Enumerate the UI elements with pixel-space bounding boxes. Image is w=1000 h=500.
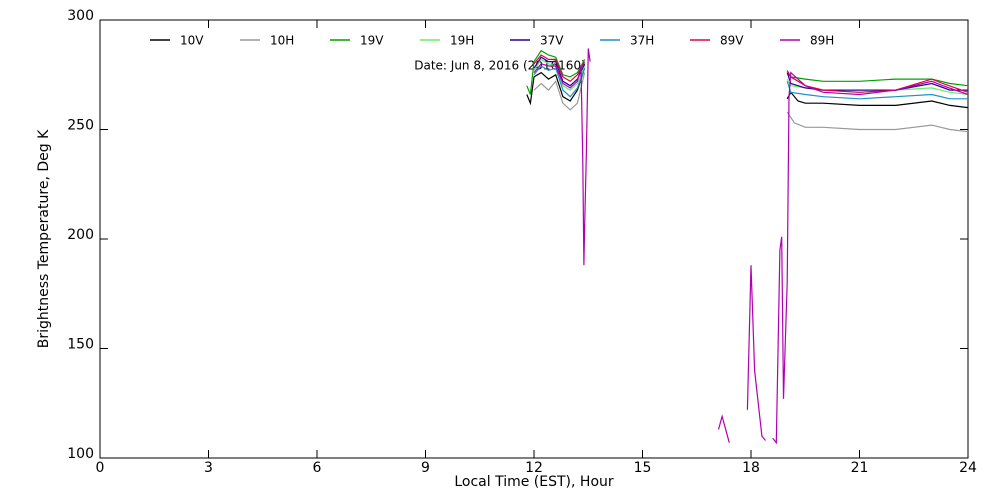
x-tick-label: 12 bbox=[525, 460, 543, 476]
series-line bbox=[526, 68, 969, 109]
x-tick-label: 24 bbox=[959, 460, 977, 476]
x-tick-label: 21 bbox=[851, 460, 869, 476]
series-line bbox=[533, 65, 968, 100]
legend-label: 37H bbox=[630, 34, 654, 48]
legend-label: 19H bbox=[450, 34, 474, 48]
plot-frame bbox=[99, 19, 969, 459]
series-line bbox=[533, 56, 968, 91]
series-line bbox=[533, 72, 969, 133]
x-tick-label: 9 bbox=[421, 460, 430, 476]
annotation: Date: Jun 8, 2016 (2016160) bbox=[414, 59, 586, 73]
x-tick-label: 6 bbox=[313, 460, 322, 476]
legend-label: 37V bbox=[540, 34, 564, 48]
x-tick-label: 15 bbox=[634, 460, 652, 476]
legend-label: 89V bbox=[720, 34, 744, 48]
y-tick-label: 200 bbox=[67, 227, 94, 243]
x-tick-label: 0 bbox=[96, 460, 105, 476]
y-tick-label: 150 bbox=[67, 337, 94, 353]
x-axis-label: Local Time (EST), Hour bbox=[454, 474, 614, 490]
legend-label: 10V bbox=[180, 34, 204, 48]
x-tick-label: 3 bbox=[204, 460, 213, 476]
series-line bbox=[533, 54, 969, 93]
y-tick-label: 250 bbox=[67, 118, 94, 134]
y-tick-label: 100 bbox=[67, 446, 94, 462]
legend-label: 89H bbox=[810, 34, 834, 48]
y-tick-label: 300 bbox=[67, 8, 94, 24]
y-axis-label: Brightness Temperature, Deg K bbox=[36, 129, 52, 348]
x-tick-label: 18 bbox=[742, 460, 760, 476]
series-line bbox=[533, 48, 969, 445]
legend-label: 19V bbox=[360, 34, 384, 48]
legend-label: 10H bbox=[270, 34, 294, 48]
